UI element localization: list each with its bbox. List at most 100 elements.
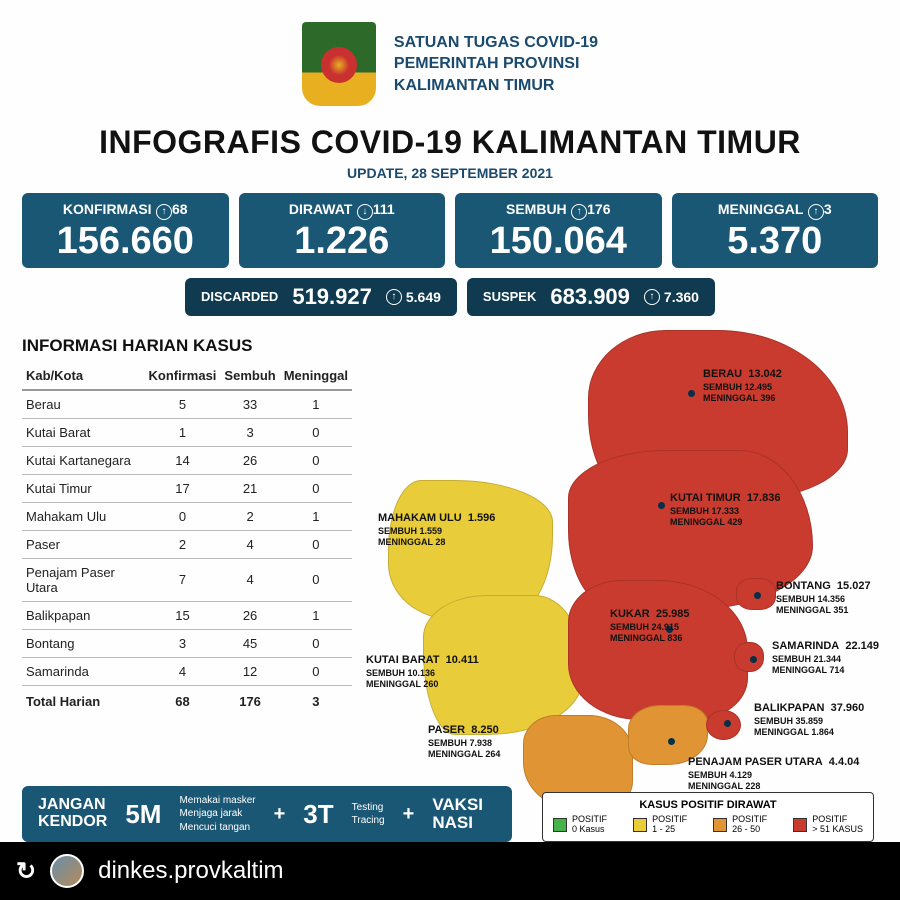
- table-row: Paser240: [22, 530, 352, 558]
- legend-item: POSITIF1 - 25: [633, 815, 687, 835]
- stat-delta: 111: [373, 201, 395, 217]
- update-date: UPDATE, 28 SEPTEMBER 2021: [0, 165, 900, 181]
- map-point-icon: [668, 738, 675, 745]
- label-kukar: KUKAR 25.985 SEMBUH 24.915 MENINGGAL 836: [610, 608, 690, 644]
- stat-value: 1.226: [249, 222, 436, 262]
- col-kabkota: Kab/Kota: [22, 362, 145, 390]
- stat-meninggal: MENINGGAL ↑3 5.370: [672, 193, 879, 268]
- substat-value: 683.909: [550, 284, 630, 310]
- stat-label: DIRAWAT: [289, 201, 353, 217]
- table-row: Balikpapan15261: [22, 601, 352, 629]
- jangan-kendor-bar: JANGAN KENDOR 5M Memakai masker Menjaga …: [22, 786, 512, 842]
- plus-icon: +: [274, 803, 286, 826]
- bar-vaksinasi: VAKSI NASI: [432, 796, 483, 832]
- arrow-up-icon: ↑: [644, 289, 660, 305]
- table-panel: INFORMASI HARIAN KASUS Kab/Kota Konfirma…: [22, 330, 352, 800]
- bar-5m: 5M: [125, 799, 161, 830]
- header-line2: PEMERINTAH PROVINSI: [394, 53, 598, 75]
- stat-value: 5.370: [682, 222, 869, 262]
- region-kukar: [568, 580, 748, 720]
- table-row: Kutai Kartanegara14260: [22, 446, 352, 474]
- stat-label: MENINGGAL: [718, 201, 804, 217]
- map-point-icon: [750, 656, 757, 663]
- stat-label: KONFIRMASI: [63, 201, 152, 217]
- col-meninggal: Meninggal: [280, 362, 352, 390]
- legend-item: POSITIF0 Kasus: [553, 815, 607, 835]
- avatar: [50, 854, 84, 888]
- substat-delta: 5.649: [406, 289, 441, 305]
- substat-value: 519.927: [292, 284, 372, 310]
- substat-delta: 7.360: [664, 289, 699, 305]
- map-legend: KASUS POSITIF DIRAWAT POSITIF0 Kasus POSI…: [542, 792, 874, 842]
- label-paser: PASER 8.250 SEMBUH 7.938 MENINGGAL 264: [428, 724, 500, 760]
- main-stats: KONFIRMASI ↑68 156.660 DIRAWAT ↓111 1.22…: [0, 193, 900, 268]
- legend-swatch-icon: [553, 818, 567, 832]
- bar-3t: 3T: [303, 799, 333, 830]
- table-row: Kutai Barat130: [22, 418, 352, 446]
- map-point-icon: [754, 592, 761, 599]
- label-mahulu: MAHAKAM ULU 1.596 SEMBUH 1.559 MENINGGAL…: [378, 512, 495, 548]
- legend-item: POSITIF26 - 50: [713, 815, 767, 835]
- stat-delta: 176: [587, 201, 610, 217]
- legend-item: POSITIF> 51 KASUS: [793, 815, 863, 835]
- stat-delta: 68: [172, 201, 188, 217]
- arrow-up-icon: ↑: [156, 204, 172, 220]
- label-samarinda: SAMARINDA 22.149 SEMBUH 21.344 MENINGGAL…: [772, 640, 879, 676]
- region-samarinda: [734, 642, 764, 672]
- stat-dirawat: DIRAWAT ↓111 1.226: [239, 193, 446, 268]
- content-area: INFORMASI HARIAN KASUS Kab/Kota Konfirma…: [0, 330, 900, 800]
- arrow-up-icon: ↑: [571, 204, 587, 220]
- province-logo-icon: [302, 22, 376, 106]
- repost-icon: ↻: [16, 857, 36, 886]
- table-row: Bontang3450: [22, 629, 352, 657]
- legend-swatch-icon: [633, 818, 647, 832]
- stat-delta: 3: [824, 201, 832, 217]
- map-point-icon: [688, 390, 695, 397]
- stat-sembuh: SEMBUH ↑176 150.064: [455, 193, 662, 268]
- infographic-page: SATUAN TUGAS COVID-19 PEMERINTAH PROVINS…: [0, 0, 900, 900]
- arrow-up-icon: ↑: [386, 289, 402, 305]
- table-row: Samarinda4120: [22, 657, 352, 685]
- header-line1: SATUAN TUGAS COVID-19: [394, 32, 598, 54]
- label-berau: BERAU 13.042 SEMBUH 12.495 MENINGGAL 396: [703, 368, 782, 404]
- sub-stats: DISCARDED 519.927 ↑5.649 SUSPEK 683.909 …: [0, 268, 900, 330]
- header-line3: KALIMANTAN TIMUR: [394, 75, 598, 97]
- bar-title: JANGAN KENDOR: [38, 797, 107, 831]
- label-kubar: KUTAI BARAT 10.411 SEMBUH 10.136 MENINGG…: [366, 654, 479, 690]
- col-konfirmasi: Konfirmasi: [145, 362, 221, 390]
- table-header-row: Kab/Kota Konfirmasi Sembuh Meninggal: [22, 362, 352, 390]
- instagram-handle[interactable]: dinkes.provkaltim: [98, 857, 283, 885]
- table-row: Penajam Paser Utara740: [22, 558, 352, 601]
- province-map: BERAU 13.042 SEMBUH 12.495 MENINGGAL 396…: [358, 330, 878, 800]
- col-sembuh: Sembuh: [220, 362, 279, 390]
- bar-5m-desc: Memakai masker Menjaga jarak Mencuci tan…: [179, 794, 255, 835]
- header-text: SATUAN TUGAS COVID-19 PEMERINTAH PROVINS…: [394, 32, 598, 97]
- table-total-row: Total Harian681763: [22, 685, 352, 715]
- map-point-icon: [724, 720, 731, 727]
- table-row: Berau5331: [22, 390, 352, 419]
- map-panel: BERAU 13.042 SEMBUH 12.495 MENINGGAL 396…: [358, 330, 878, 800]
- arrow-up-icon: ↑: [808, 204, 824, 220]
- stat-konfirmasi: KONFIRMASI ↑68 156.660: [22, 193, 229, 268]
- table-row: Kutai Timur17210: [22, 474, 352, 502]
- legend-swatch-icon: [713, 818, 727, 832]
- stat-value: 156.660: [32, 222, 219, 262]
- daily-cases-table: Kab/Kota Konfirmasi Sembuh Meninggal Ber…: [22, 362, 352, 715]
- substat-label: SUSPEK: [483, 289, 536, 304]
- map-point-icon: [658, 502, 665, 509]
- table-title: INFORMASI HARIAN KASUS: [22, 336, 352, 356]
- plus-icon: +: [403, 803, 415, 826]
- label-bontang: BONTANG 15.027 SEMBUH 14.356 MENINGGAL 3…: [776, 580, 871, 616]
- legend-title: KASUS POSITIF DIRAWAT: [553, 799, 863, 811]
- instagram-repost-overlay: ↻ dinkes.provkaltim: [0, 842, 900, 900]
- header: SATUAN TUGAS COVID-19 PEMERINTAH PROVINS…: [0, 0, 900, 116]
- page-title: INFOGRAFIS COVID-19 KALIMANTAN TIMUR: [0, 124, 900, 161]
- table-row: Mahakam Ulu021: [22, 502, 352, 530]
- label-balikpapan: BALIKPAPAN 37.960 SEMBUH 35.859 MENINGGA…: [754, 702, 864, 738]
- stat-value: 150.064: [465, 222, 652, 262]
- label-kutim: KUTAI TIMUR 17.836 SEMBUH 17.333 MENINGG…: [670, 492, 780, 528]
- arrow-down-icon: ↓: [357, 204, 373, 220]
- substat-discarded: DISCARDED 519.927 ↑5.649: [185, 278, 457, 316]
- stat-label: SEMBUH: [506, 201, 567, 217]
- substat-suspek: SUSPEK 683.909 ↑7.360: [467, 278, 715, 316]
